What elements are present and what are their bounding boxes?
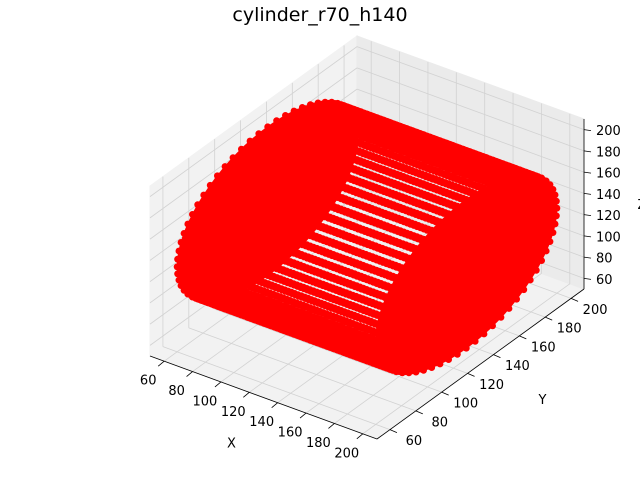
z-tick-label: 120 — [596, 209, 621, 224]
z-tick — [583, 256, 592, 259]
z-tick-label: 140 — [596, 188, 621, 203]
x-tick — [186, 371, 193, 377]
z-tick — [583, 129, 592, 132]
x-tick-label: 140 — [249, 415, 274, 430]
x-tick — [214, 381, 222, 388]
x-tick-label: 180 — [306, 436, 331, 451]
gridline-z-back — [356, 46, 585, 131]
y-tick — [415, 410, 423, 415]
tick-marks: 6080100120140160180200608010012014016018… — [140, 124, 621, 461]
y-tick — [467, 373, 475, 377]
y-tick-label: 60 — [406, 434, 423, 449]
z-tick — [583, 150, 592, 153]
z-tick — [583, 277, 592, 280]
x-tick — [157, 360, 165, 367]
x-axis-label: X — [227, 437, 236, 452]
x-tick-label: 60 — [140, 374, 157, 389]
y-tick-label: 80 — [432, 415, 449, 430]
z-tick-label: 100 — [596, 230, 621, 245]
y-tick-label: 160 — [531, 340, 556, 355]
y-tick — [441, 391, 449, 396]
y-tick — [545, 316, 553, 321]
y-tick — [389, 429, 398, 433]
gridline-z-left — [149, 46, 358, 197]
cylinder-cap-start — [176, 101, 359, 301]
z-tick-label: 160 — [596, 167, 621, 182]
y-axis-line — [376, 288, 585, 440]
y-tick — [493, 354, 501, 358]
z-tick — [583, 192, 592, 195]
x-tick — [271, 402, 278, 408]
gridline-z-back — [356, 67, 585, 152]
z-tick-label: 60 — [596, 273, 613, 288]
z-axis-label: Z — [638, 198, 640, 213]
axis-edges — [149, 119, 585, 440]
y-tick-label: 140 — [505, 359, 530, 374]
z-tick-label: 200 — [596, 124, 621, 139]
cylinder-cap-end — [375, 174, 558, 374]
x-tick — [299, 412, 307, 419]
y-tick — [519, 335, 527, 340]
x-tick-label: 100 — [192, 394, 217, 409]
chart-title: cylinder_r70_h140 — [232, 4, 408, 26]
x-tick — [356, 433, 364, 440]
x-tick-label: 200 — [334, 446, 359, 461]
x-tick-label: 80 — [168, 384, 185, 399]
y-tick-label: 200 — [583, 303, 608, 318]
x-tick-label: 160 — [278, 426, 303, 441]
gridline-z-back — [356, 88, 585, 173]
y-axis-label: Y — [538, 393, 547, 408]
x-tick-label: 120 — [221, 405, 246, 420]
y-tick-label: 180 — [557, 322, 582, 337]
gridline-y-floor — [214, 308, 442, 393]
y-tick-label: 120 — [479, 378, 504, 393]
y-tick — [570, 298, 579, 302]
gridline-y-floor — [188, 327, 416, 412]
data-points — [173, 98, 561, 377]
x-tick — [328, 423, 335, 429]
z-tick — [583, 171, 592, 174]
gridline-y-floor — [162, 346, 391, 431]
gridline-x-floor — [362, 283, 571, 435]
z-tick — [583, 214, 592, 217]
y-tick-label: 100 — [453, 397, 478, 412]
z-tick-label: 80 — [596, 252, 613, 267]
x-tick — [243, 392, 250, 398]
x-axis-line — [149, 355, 378, 440]
z-tick — [583, 235, 592, 238]
z-tick-label: 180 — [596, 145, 621, 160]
